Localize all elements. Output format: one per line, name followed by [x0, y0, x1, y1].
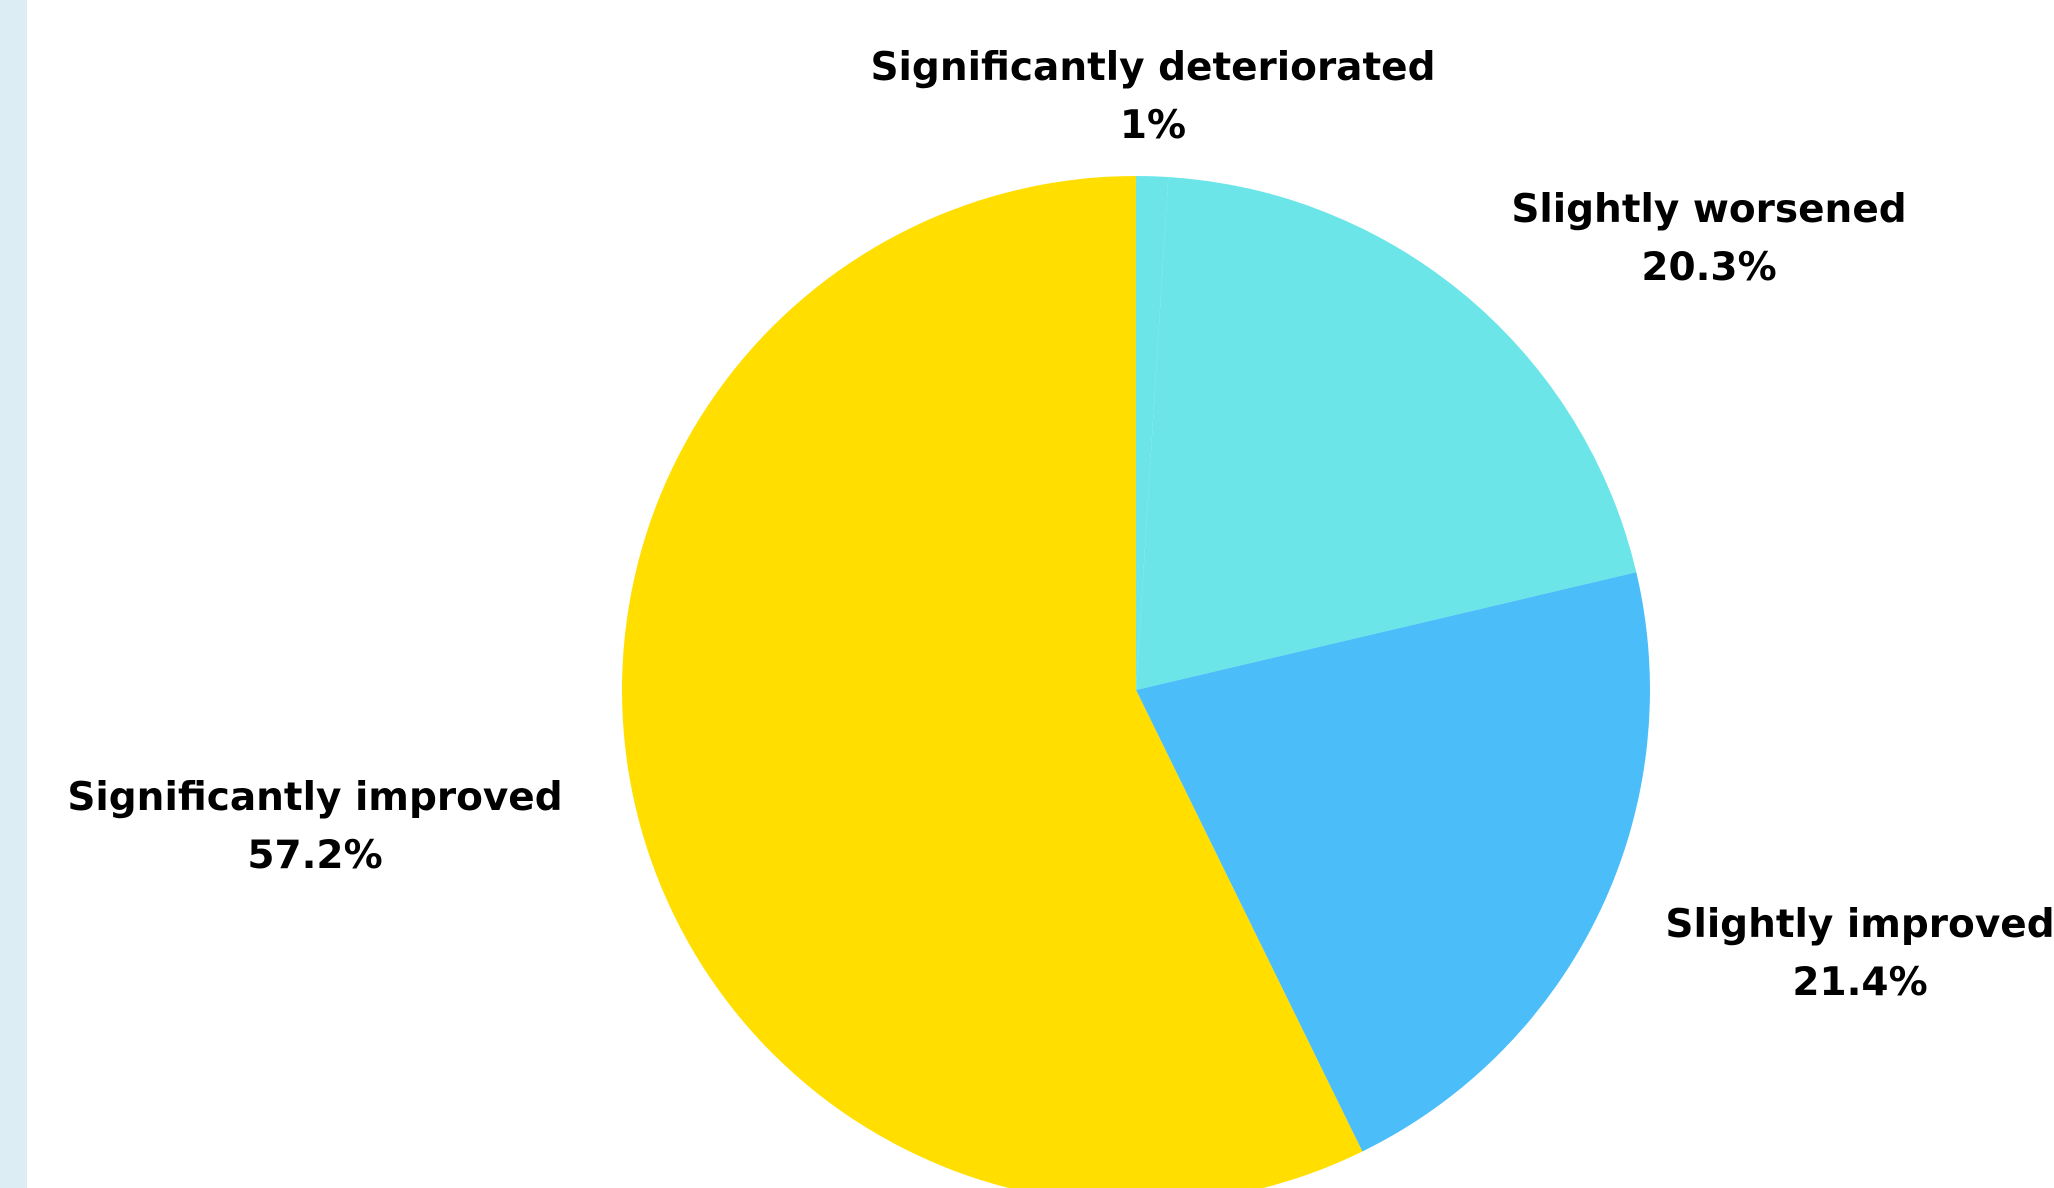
pie-slice-slightly-improved	[1136, 572, 1650, 1152]
slice-value-significantly-deteriorated: 1%	[1120, 103, 1186, 148]
slice-label-significantly-improved: Significantly improved	[67, 775, 562, 820]
pie-slice-slightly-worsened	[1136, 177, 1637, 690]
slice-value-slightly-worsened: 20.3%	[1641, 245, 1776, 290]
slice-label-slightly-worsened: Slightly worsened	[1511, 187, 1906, 232]
slice-label-slightly-improved: Slightly improved	[1665, 902, 2054, 947]
slice-value-significantly-improved: 57.2%	[247, 833, 382, 878]
slice-label-significantly-deteriorated: Significantly deteriorated	[870, 45, 1435, 90]
slice-value-slightly-improved: 21.4%	[1792, 960, 1927, 1005]
side-band	[0, 0, 27, 1188]
pie-labels: Significantly deteriorated 1% Slightly wor…	[67, 45, 2054, 1005]
pie-slice-significantly-deteriorated	[1136, 176, 1169, 690]
pie-slices	[622, 176, 1650, 1188]
pie-slice-significantly-improved	[622, 176, 1363, 1188]
